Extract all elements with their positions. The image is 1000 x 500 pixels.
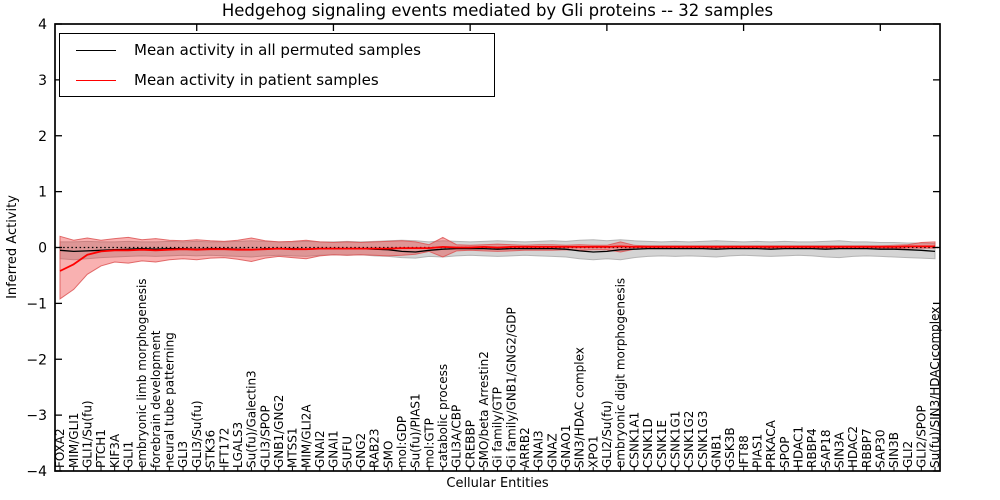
x-tick-label: SAP18 xyxy=(819,429,833,468)
x-tick-label: HDAC2 xyxy=(846,426,860,468)
x-tick-label: HDAC1 xyxy=(791,426,805,468)
y-tick-label: 0 xyxy=(38,241,47,257)
x-tick-label: SMO xyxy=(381,441,395,468)
y-tick-label: −2 xyxy=(26,352,47,368)
x-tick-label: FOXA2 xyxy=(53,428,67,468)
x-tick-label: mol:GDP xyxy=(395,416,409,468)
x-tick-label: GSK3B xyxy=(723,427,737,468)
x-tick-label: XPO1 xyxy=(586,435,600,468)
x-tick-label: catabolic process xyxy=(436,364,450,468)
x-tick-label: GNB1/GNG2 xyxy=(272,395,286,468)
patient-mean-line xyxy=(59,245,935,272)
x-tick-label: CSNK1G3 xyxy=(696,411,710,468)
x-tick-label: RBBP7 xyxy=(860,428,874,468)
top-axis-ticks xyxy=(196,24,881,31)
y-tick-label: −1 xyxy=(26,296,47,312)
x-axis-ticks xyxy=(59,467,936,471)
legend-item-patient: Mean activity in patient samples xyxy=(60,66,494,94)
x-tick-label: GNAI2 xyxy=(313,430,327,468)
x-tick-label: embryonic digit morphogenesis xyxy=(614,278,628,468)
x-tick-label: GNAO1 xyxy=(559,425,573,468)
x-tick-label: CSNK1E xyxy=(655,420,669,468)
x-tick-label: GLI1/Su(fu) xyxy=(81,400,95,468)
x-tick-label: MIM/GLI1 xyxy=(67,413,81,468)
x-tick-label: Su(fu)/SIN3/HDAC complex xyxy=(928,307,942,468)
x-tick-label: RBBP4 xyxy=(805,428,819,468)
x-tick-label: CSNK1A1 xyxy=(627,412,641,468)
legend-item-permuted: Mean activity in all permuted samples xyxy=(60,36,494,64)
x-tick-label: GLI2/SPOP xyxy=(915,405,929,468)
x-tick-label: embryonic limb morphogenesis xyxy=(135,278,149,468)
x-tick-label: KIF3A xyxy=(108,433,122,468)
x-tick-label: Su(fu)/PIAS1 xyxy=(409,393,423,468)
x-tick-label: LGALS3 xyxy=(231,422,245,468)
x-tick-label: GLI3/Su(fu) xyxy=(190,400,204,468)
x-tick-label: SAP30 xyxy=(874,429,888,468)
x-tick-label: CREBBP xyxy=(463,420,477,468)
y-tick-label: 4 xyxy=(38,17,47,33)
x-tick-label: IFT88 xyxy=(737,435,751,468)
x-tick-label: mol:GTP xyxy=(422,418,436,468)
x-tick-label: MIM/GLI2A xyxy=(299,404,313,468)
x-tick-label: SIN3B xyxy=(887,432,901,468)
x-tick-label: SMO/beta Arrestin2 xyxy=(477,351,491,468)
x-tick-label: GLI1 xyxy=(122,441,136,468)
x-tick-label: ARRB2 xyxy=(518,427,532,468)
x-tick-label: RAB23 xyxy=(368,428,382,468)
x-tick-label: PRKACA xyxy=(764,419,778,468)
x-tick-label: PTCH1 xyxy=(94,429,108,468)
x-tick-label: SPOP xyxy=(778,436,792,468)
legend: Mean activity in all permuted samples Me… xyxy=(59,33,495,97)
permuted-line-swatch xyxy=(76,49,116,51)
x-tick-label: CSNK1D xyxy=(641,418,655,468)
x-tick-label: PIAS1 xyxy=(750,434,764,468)
x-tick-label: GNAI3 xyxy=(532,430,546,468)
x-tick-label: GLI3A/CBP xyxy=(450,405,464,468)
x-tick-label: forebrain development xyxy=(149,330,163,468)
x-tick-label: GNB1 xyxy=(709,434,723,468)
chart-title: Hedgehog signaling events mediated by Gl… xyxy=(221,1,774,20)
x-tick-label: GLI2/Su(fu) xyxy=(600,400,614,468)
y-tick-label: 1 xyxy=(38,185,47,201)
x-tick-label: SIN3A xyxy=(832,431,846,468)
x-tick-label: STK36 xyxy=(204,430,218,468)
x-tick-label: SIN3/HDAC complex xyxy=(573,347,587,468)
x-tick-label: IFT172 xyxy=(217,428,231,468)
y-tick-label: −3 xyxy=(26,408,47,424)
x-tick-label: Su(fu)/Galectin3 xyxy=(245,370,259,468)
x-tick-label: Gi family/GTP xyxy=(491,387,505,468)
x-tick-label: GNG2 xyxy=(354,433,368,468)
x-tick-label: neural tube patterning xyxy=(163,332,177,468)
legend-label-patient: Mean activity in patient samples xyxy=(134,71,379,89)
x-tick-label: GNAZ xyxy=(545,433,559,468)
x-tick-label: GLI3 xyxy=(176,441,190,468)
x-tick-labels: FOXA2 MIM/GLI1 GLI1/Su(fu) PTCH1 KIF3A GLI1 em… xyxy=(53,278,942,468)
patient-line-swatch xyxy=(76,79,116,81)
y-tick-label: −4 xyxy=(26,464,47,480)
x-tick-label: GLI2 xyxy=(901,441,915,468)
x-axis-label: Cellular Entities xyxy=(446,476,549,491)
x-tick-label: GNAI1 xyxy=(327,430,341,468)
x-tick-label: GLI3/SPOP xyxy=(258,405,272,468)
x-tick-label: CSNK1G1 xyxy=(668,411,682,468)
y-tick-label: 3 xyxy=(38,73,47,89)
x-tick-label: SUFU xyxy=(340,436,354,468)
x-tick-label: CSNK1G2 xyxy=(682,411,696,468)
y-axis-ticks: −4 −3 −2 −1 0 1 2 3 4 xyxy=(26,17,940,480)
y-tick-label: 2 xyxy=(38,129,47,145)
x-tick-label: MTSS1 xyxy=(286,427,300,468)
patient-std-band xyxy=(59,235,936,300)
x-tick-label: Gi family/GNB1/GNG2/GDP xyxy=(504,307,518,468)
y-axis-label: Inferred Activity xyxy=(5,195,20,299)
uncertainty-bands xyxy=(59,235,936,300)
legend-label-permuted: Mean activity in all permuted samples xyxy=(134,41,421,59)
